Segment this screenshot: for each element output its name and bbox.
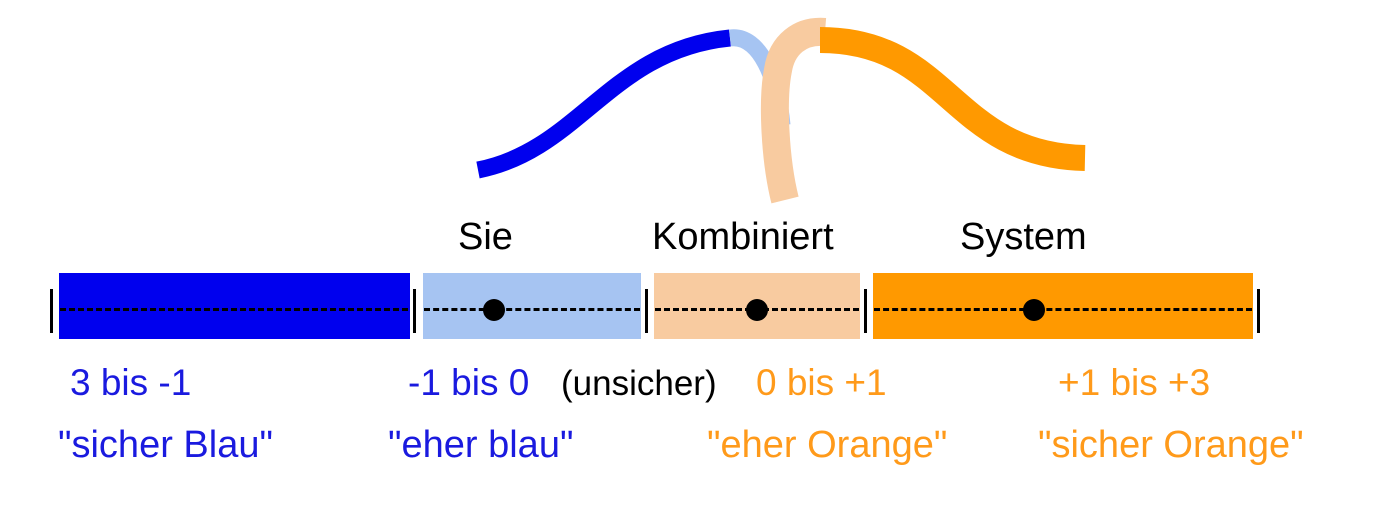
tick-left — [50, 289, 53, 333]
desc-sure-blue: "sicher Blau" — [58, 424, 273, 467]
dot-kombiniert — [746, 299, 768, 321]
dashed-axis-sure-orange — [874, 308, 1252, 311]
desc-sure-orange: "sicher Orange" — [1038, 424, 1304, 467]
dot-system — [1023, 299, 1045, 321]
label-system: System — [960, 216, 1087, 259]
segment-rather-blue — [423, 273, 641, 339]
segment-sure-orange — [873, 273, 1253, 339]
dashed-axis-rather-blue — [424, 308, 640, 311]
segment-sure-blue — [59, 273, 410, 339]
blue-curve — [478, 38, 730, 170]
tick-right — [1257, 289, 1260, 333]
range-sure-blue: 3 bis -1 — [70, 362, 191, 404]
range-sure-orange: +1 bis +3 — [1058, 362, 1210, 404]
label-kombiniert: Kombiniert — [652, 216, 834, 259]
orange-curve — [820, 40, 1085, 158]
desc-rather-blue: "eher blau" — [388, 424, 573, 467]
light-orange-curve — [775, 32, 825, 200]
dot-sie — [483, 299, 505, 321]
range-uncertain: (unsicher) — [561, 364, 717, 404]
tick-2 — [645, 289, 648, 333]
tick-1 — [413, 289, 416, 333]
desc-rather-orange: "eher Orange" — [707, 424, 947, 467]
range-rather-orange: 0 bis +1 — [756, 362, 887, 404]
tick-3 — [864, 289, 867, 333]
label-sie: Sie — [458, 216, 513, 259]
dashed-axis-sure-blue — [60, 308, 408, 311]
range-rather-blue: -1 bis 0 — [408, 362, 529, 404]
